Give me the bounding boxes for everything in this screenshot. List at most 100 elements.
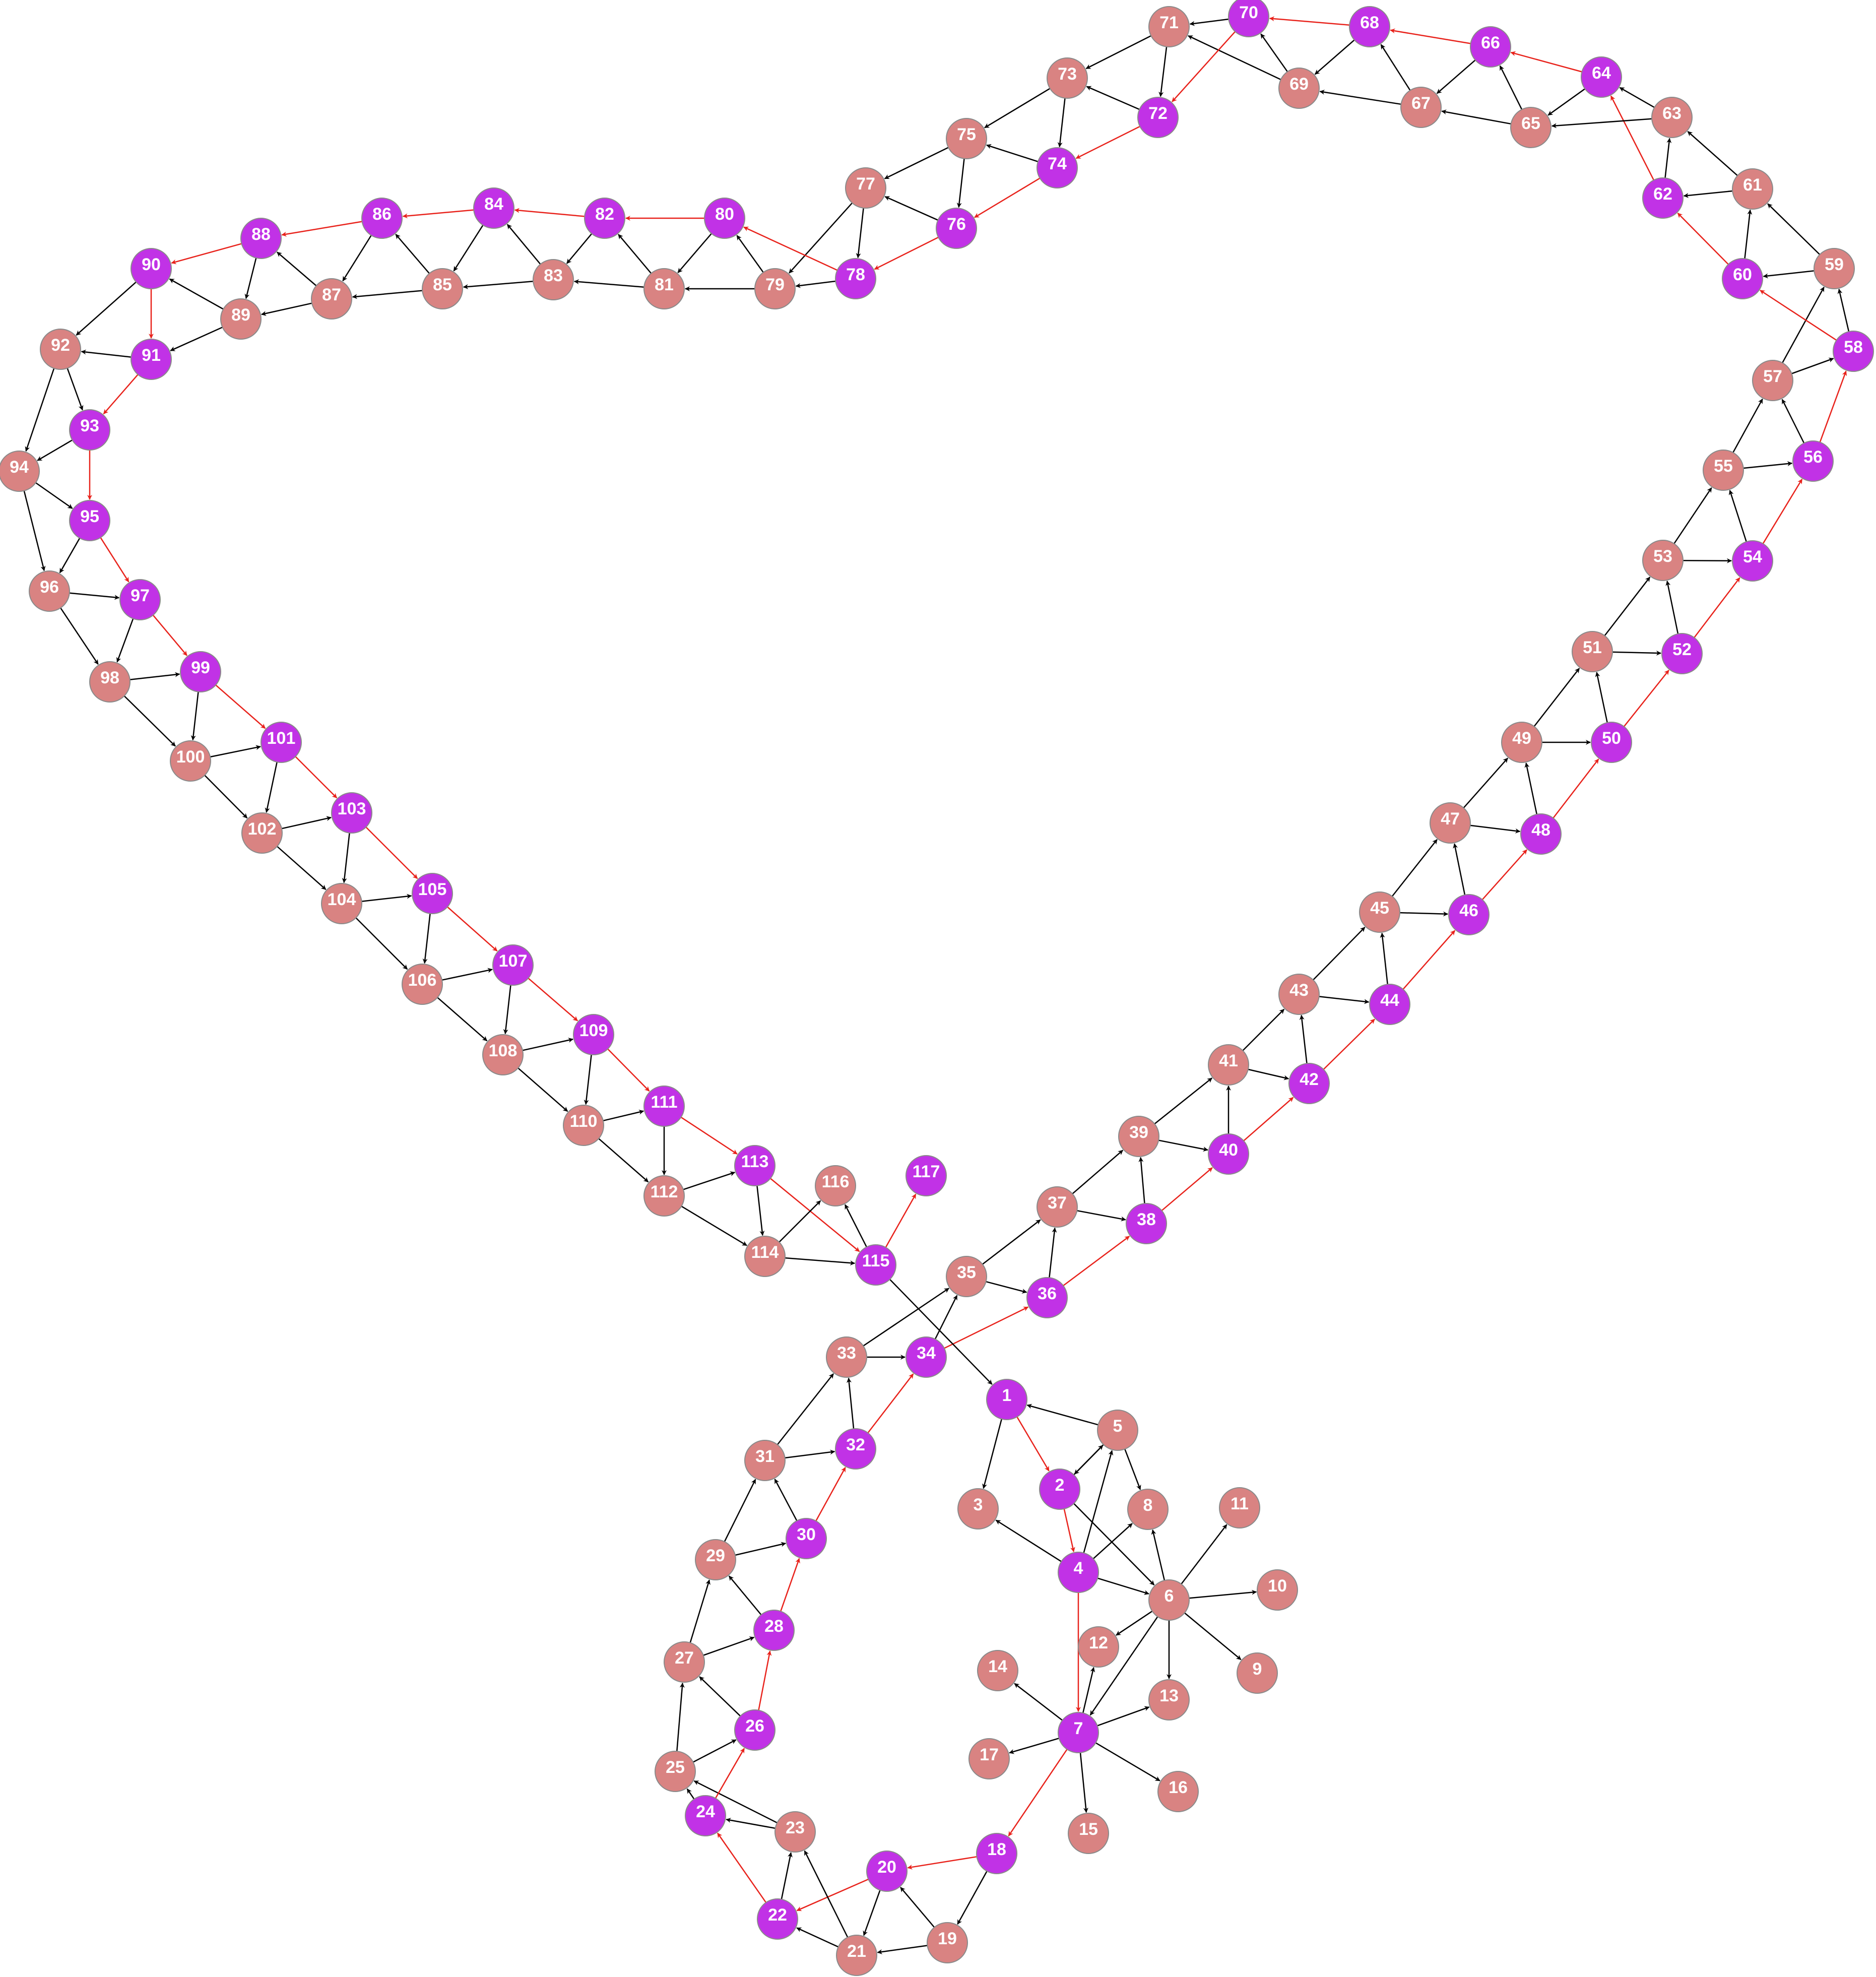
node-circle: [1814, 248, 1855, 289]
node-label: 25: [666, 1758, 685, 1777]
node-label: 83: [544, 266, 563, 285]
edge-34-35: [934, 1295, 958, 1340]
edge-22-24: [717, 1832, 767, 1903]
node-114: 114: [744, 1236, 786, 1277]
node-circle: [1219, 1487, 1260, 1528]
edge-24-26: [715, 1748, 745, 1799]
node-51: 51: [1572, 631, 1613, 672]
node-label: 112: [651, 1182, 678, 1201]
node-circle: [482, 1034, 524, 1075]
node-circle: [1037, 147, 1078, 188]
node-69: 69: [1278, 68, 1320, 109]
node-label: 40: [1219, 1140, 1238, 1160]
edge-29-30: [735, 1542, 787, 1556]
edge-1-3: [982, 1419, 1003, 1489]
node-label: 114: [751, 1243, 779, 1262]
node-label: 24: [696, 1802, 715, 1821]
node-60: 60: [1722, 258, 1763, 299]
node-circle: [753, 1610, 795, 1651]
edge-81-82: [618, 234, 652, 274]
node-label: 11: [1231, 1494, 1249, 1513]
node-40: 40: [1208, 1133, 1249, 1175]
edge-40-42: [1243, 1097, 1294, 1141]
node-49: 49: [1501, 722, 1542, 763]
node-label: 15: [1079, 1820, 1098, 1839]
edge-74-76: [974, 177, 1041, 218]
node-circle: [533, 259, 574, 300]
edge-62-64: [1610, 95, 1655, 180]
edge-92-94: [25, 368, 55, 452]
node-label: 117: [913, 1162, 940, 1181]
node-circle: [584, 198, 625, 239]
node-circle: [1097, 1410, 1138, 1451]
edge-28-30: [780, 1558, 800, 1612]
edge-95-97: [100, 537, 130, 583]
node-circle: [1228, 0, 1269, 37]
node-circle: [240, 218, 282, 259]
node-label: 78: [846, 265, 865, 284]
edge-75-77: [884, 147, 949, 179]
edge-96-97: [69, 592, 120, 600]
node-label: 39: [1129, 1123, 1148, 1142]
node-4: 4: [1058, 1552, 1099, 1593]
node-label: 29: [706, 1546, 725, 1565]
node-47: 47: [1430, 802, 1471, 844]
edge-109-110: [584, 1054, 592, 1105]
node-circle: [1581, 56, 1622, 98]
node-115: 115: [855, 1244, 896, 1286]
node-circle: [402, 964, 443, 1005]
node-circle: [905, 1336, 947, 1378]
edge-88-90: [171, 243, 242, 265]
edge-96-98: [60, 607, 99, 665]
node-3: 3: [957, 1488, 999, 1529]
edge-25-26: [692, 1739, 737, 1763]
node-circle: [412, 873, 453, 914]
node-68: 68: [1349, 6, 1390, 47]
node-circle: [1148, 1679, 1190, 1720]
edge-45-46: [1399, 911, 1448, 917]
edge-98-99: [130, 672, 180, 680]
node-116: 116: [815, 1165, 856, 1206]
node-circle: [986, 1379, 1027, 1420]
node-label: 76: [947, 215, 966, 234]
node-circle: [321, 883, 362, 924]
edge-29-31: [724, 1479, 756, 1542]
edge-58-60: [1760, 289, 1837, 341]
edge-38-40: [1161, 1167, 1213, 1211]
edge-1-2: [1016, 1416, 1050, 1472]
node-circle: [1572, 631, 1613, 672]
edge-47-49: [1463, 757, 1509, 808]
node-circle: [1651, 97, 1693, 138]
node-label: 47: [1441, 809, 1460, 828]
edge-28-29: [728, 1575, 762, 1615]
node-98: 98: [89, 661, 131, 703]
edge-55-56: [1743, 461, 1793, 469]
node-circle: [131, 339, 172, 380]
node-73: 73: [1047, 57, 1088, 99]
edge-66-68: [1390, 28, 1471, 44]
edge-53-54: [1683, 558, 1732, 563]
node-96: 96: [29, 570, 70, 612]
node-label: 10: [1268, 1576, 1287, 1596]
edge-72-73: [1086, 86, 1140, 110]
node-label: 72: [1148, 104, 1168, 123]
node-circle: [492, 944, 534, 986]
edge-72-74: [1075, 125, 1140, 159]
edge-6-9: [1184, 1612, 1242, 1661]
node-circle: [976, 1833, 1017, 1874]
node-label: 97: [131, 586, 150, 605]
node-label: 41: [1219, 1051, 1238, 1070]
edge-2-4: [1063, 1508, 1075, 1552]
node-circle: [774, 1811, 816, 1853]
edge-107-109: [528, 978, 578, 1022]
edge-5-1: [1026, 1404, 1098, 1426]
node-110: 110: [563, 1105, 604, 1146]
edge-57-58: [1791, 357, 1834, 374]
edge-20-22: [796, 1878, 869, 1911]
node-27: 27: [664, 1641, 705, 1683]
node-50: 50: [1591, 722, 1632, 763]
node-label: 26: [745, 1716, 764, 1736]
node-label: 89: [231, 305, 250, 325]
edge-62-63: [1664, 138, 1672, 178]
node-109: 109: [573, 1014, 614, 1055]
